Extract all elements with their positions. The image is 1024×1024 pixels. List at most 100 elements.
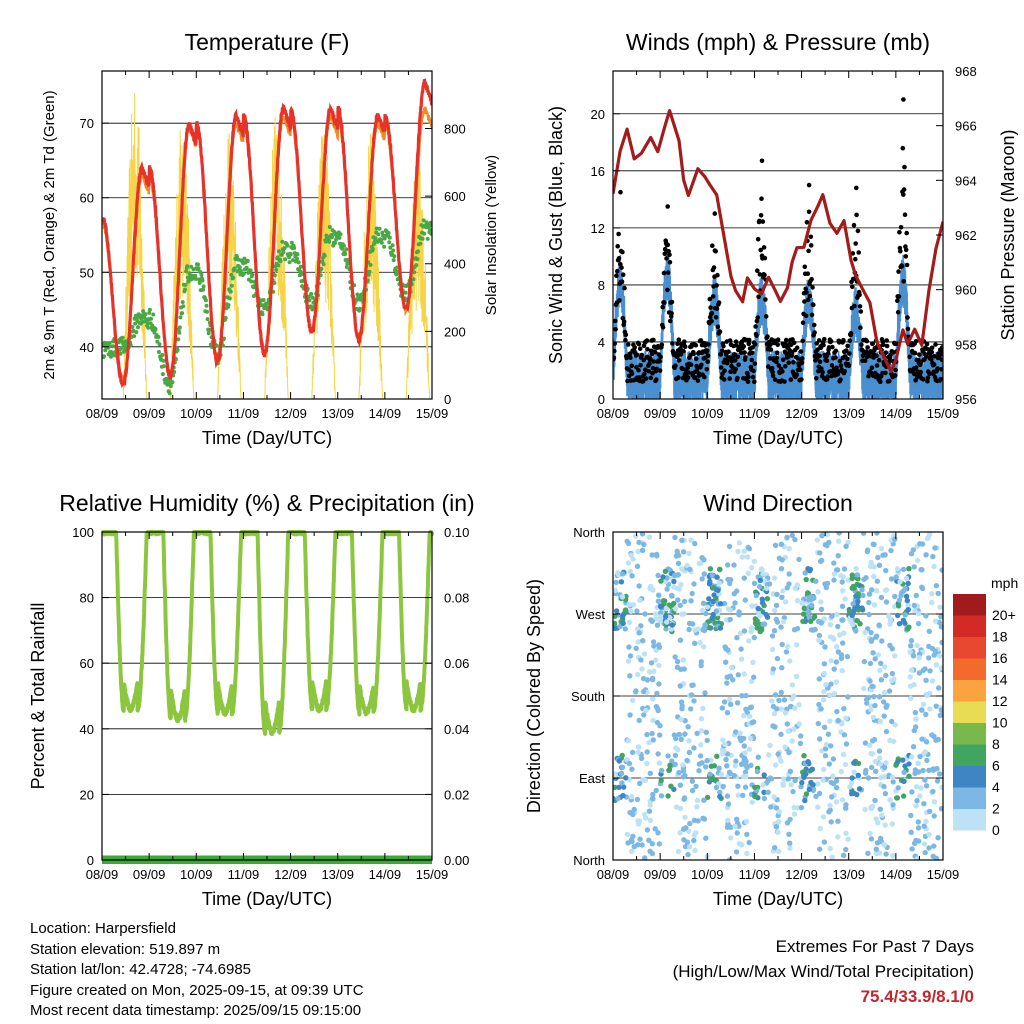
wind-direction-point (746, 746, 753, 752)
wind-direction-point (890, 853, 896, 859)
y2-tick-label: 800 (444, 121, 466, 136)
gust-point (669, 299, 675, 305)
wind-direction-point (772, 724, 778, 730)
wind-direction-point (883, 599, 890, 605)
wind-direction-point (818, 606, 825, 612)
colorbar-swatch (953, 809, 986, 831)
x-tick-label: 09/09 (644, 867, 677, 882)
dewpoint-point (376, 232, 381, 237)
wind-direction-point (758, 566, 765, 572)
gust-point (718, 365, 724, 370)
gust-point (896, 269, 901, 274)
wind-direction-point (737, 630, 744, 636)
wind-direction-point (884, 702, 890, 709)
wind-direction-point (831, 666, 837, 672)
wind-direction-point (776, 697, 782, 703)
wind-direction-point (843, 805, 849, 811)
gust-point (636, 367, 641, 373)
wind-direction-point (849, 612, 855, 618)
gust-point (857, 304, 863, 309)
dewpoint-point (272, 273, 277, 278)
wind-direction-point (870, 541, 876, 547)
wind-direction-point (660, 598, 667, 604)
y-tick-label: 12 (591, 221, 605, 236)
wind-direction-point (725, 801, 732, 807)
gust-point (920, 377, 926, 382)
dewpoint-point (285, 243, 290, 248)
gust-point (809, 277, 814, 282)
wind-direction-point (654, 622, 661, 628)
wind-direction-point (866, 611, 872, 618)
dewpoint-point (110, 344, 115, 349)
gust-point (853, 256, 858, 262)
wind-direction-point (855, 760, 862, 767)
wind-direction-point (895, 612, 901, 619)
gust-point (825, 351, 831, 356)
wind-direction-point (841, 630, 847, 636)
wind-direction-point (700, 705, 706, 712)
wind-direction-point (845, 836, 851, 842)
wind-direction-point (646, 808, 653, 814)
dewpoint-point (185, 264, 190, 269)
wind-direction-point (675, 572, 681, 578)
wind-direction-point (626, 619, 633, 626)
wind-direction-point (791, 726, 797, 732)
colorbar-label: 0 (992, 822, 1000, 838)
wind-direction-point (769, 646, 776, 653)
wind-direction-point (721, 699, 728, 705)
wind-direction-point (713, 784, 720, 791)
gust-point (837, 358, 843, 364)
wind-direction-point (803, 576, 809, 583)
dewpoint-point (196, 262, 200, 267)
y2-tick-label: 0.00 (444, 853, 469, 868)
y-tick-label: 100 (72, 525, 94, 540)
wind-direction-point (793, 673, 800, 680)
wind-direction-point (686, 550, 692, 556)
dewpoint-point (415, 257, 420, 262)
dewpoint-point (151, 312, 156, 317)
gust-point (699, 362, 704, 368)
wind-direction-point (651, 643, 657, 649)
gust-point (716, 300, 722, 305)
gust-point (733, 366, 738, 372)
wind-direction-point (840, 751, 847, 758)
wind-direction-point (748, 628, 754, 635)
wind-direction-point (677, 637, 684, 643)
gust-point (710, 243, 715, 248)
dewpoint-point (149, 316, 153, 321)
dewpoint-point (250, 272, 255, 277)
wind-direction-point (815, 781, 821, 787)
gust-point (774, 350, 780, 356)
wind-direction-point (843, 543, 849, 549)
wind-direction-point (842, 761, 849, 768)
dewpoint-point (418, 241, 423, 246)
gust-point (907, 354, 912, 360)
wind-direction-point (820, 814, 827, 820)
x-tick-label: 13/09 (321, 406, 354, 421)
wind-direction-point (629, 848, 635, 855)
dewpoint-point (132, 334, 137, 339)
wind-direction-point (684, 757, 690, 764)
gust-peak-point (665, 204, 670, 209)
x-tick-label: 10/09 (180, 406, 213, 421)
panel-3: 08/09 09/09 10/09 11/09 12/09 13/09 14/09 15/09… (28, 490, 475, 909)
wind-direction-point (922, 666, 928, 672)
gust-point (668, 318, 673, 324)
wind-direction-point (841, 566, 848, 572)
dewpoint-point (421, 218, 426, 223)
gust-point (629, 363, 634, 369)
wind-direction-point (904, 597, 910, 604)
dewpoint-point (201, 284, 206, 289)
wind-direction-point (792, 705, 798, 711)
gust-point (904, 262, 910, 268)
wind-direction-point (772, 692, 779, 698)
gust-point (842, 369, 847, 374)
gust-point (939, 367, 943, 372)
wind-direction-point (727, 696, 733, 703)
wind-direction-point (921, 823, 927, 829)
wind-direction-point (890, 802, 896, 808)
gust-point (932, 354, 937, 359)
wind-direction-point (875, 652, 882, 658)
wind-direction-point (663, 626, 669, 632)
gust-point (704, 367, 710, 372)
